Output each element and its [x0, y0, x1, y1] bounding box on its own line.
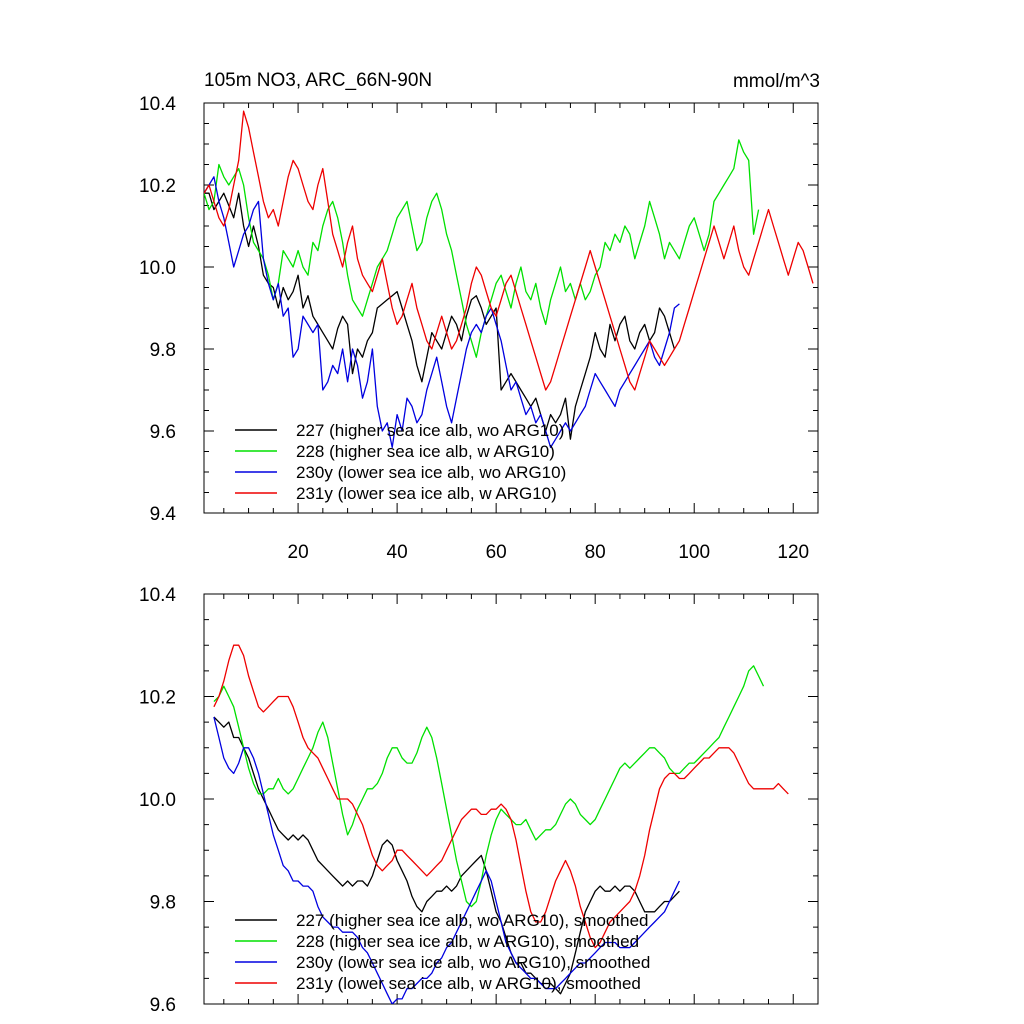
- bottom-ticks: 9.6 9.8 10.0 10.2 10.4: [139, 585, 819, 1016]
- top-series-lines: [204, 110, 814, 449]
- legend-label-230y: 230y (lower sea ice alb, wo ARG10): [296, 463, 566, 482]
- top-ticks: 20 40 60 80 100 120 9.4 9.6 9.8 10.0 10.2 10.4: [139, 94, 819, 563]
- bottom-series-lines: [213, 644, 789, 1004]
- series-line-228: [204, 139, 760, 358]
- legend-label-228: 228 (higher sea ice alb, w ARG10), smoot…: [296, 932, 639, 951]
- units-label: mmol/m^3: [733, 71, 820, 92]
- bottom-legend: 227 (higher sea ice alb, wo ARG10), smoo…: [235, 911, 650, 993]
- series-line-228: [213, 665, 765, 908]
- x-tick-label: 60: [486, 542, 507, 563]
- series-line-231y: [204, 110, 814, 391]
- y-tick-label: 10.2: [139, 176, 176, 197]
- y-tick-label: 9.8: [150, 893, 176, 914]
- x-tick-label: 20: [288, 542, 309, 563]
- y-tick-label: 10.4: [139, 94, 176, 115]
- y-tick-label: 9.6: [150, 422, 176, 443]
- legend-label-227: 227 (higher sea ice alb, wo ARG10), smoo…: [296, 911, 648, 930]
- series-line-227: [213, 716, 680, 995]
- y-tick-label: 9.6: [150, 995, 176, 1016]
- legend-label-231y: 231y (lower sea ice alb, w ARG10): [296, 484, 557, 503]
- y-tick-label: 9.8: [150, 340, 176, 361]
- legend-label-231y: 231y (lower sea ice alb, w ARG10), smoot…: [296, 974, 641, 993]
- bottom-panel: 9.6 9.8 10.0 10.2 10.4 227 (higher sea ice a…: [139, 585, 819, 1016]
- y-tick-label: 10.0: [139, 258, 176, 279]
- top-panel: 20 40 60 80 100 120 9.4 9.6 9.8 10.0 10.2 10.4 227 …: [139, 94, 819, 563]
- series-line-227: [204, 192, 676, 440]
- y-tick-label: 10.2: [139, 688, 176, 709]
- x-tick-label: 100: [678, 542, 710, 563]
- series-line-231y: [213, 644, 789, 949]
- top-legend: 227 (higher sea ice alb, wo ARG10) 228 (h…: [235, 421, 566, 503]
- figure-title: 105m NO3, ARC_66N-90N: [204, 70, 432, 91]
- y-tick-label: 9.4: [150, 504, 177, 525]
- legend-label-230y: 230y (lower sea ice alb, wo ARG10), smoo…: [296, 953, 650, 972]
- x-tick-label: 120: [777, 542, 809, 563]
- x-tick-label: 80: [585, 542, 606, 563]
- series-line-230y: [213, 716, 680, 1004]
- series-line-230y: [204, 176, 680, 449]
- x-tick-label: 40: [387, 542, 408, 563]
- y-tick-label: 10.0: [139, 790, 176, 811]
- y-tick-label: 10.4: [139, 585, 176, 606]
- legend-label-227: 227 (higher sea ice alb, wo ARG10): [296, 421, 564, 440]
- legend-label-228: 228 (higher sea ice alb, w ARG10): [296, 442, 555, 461]
